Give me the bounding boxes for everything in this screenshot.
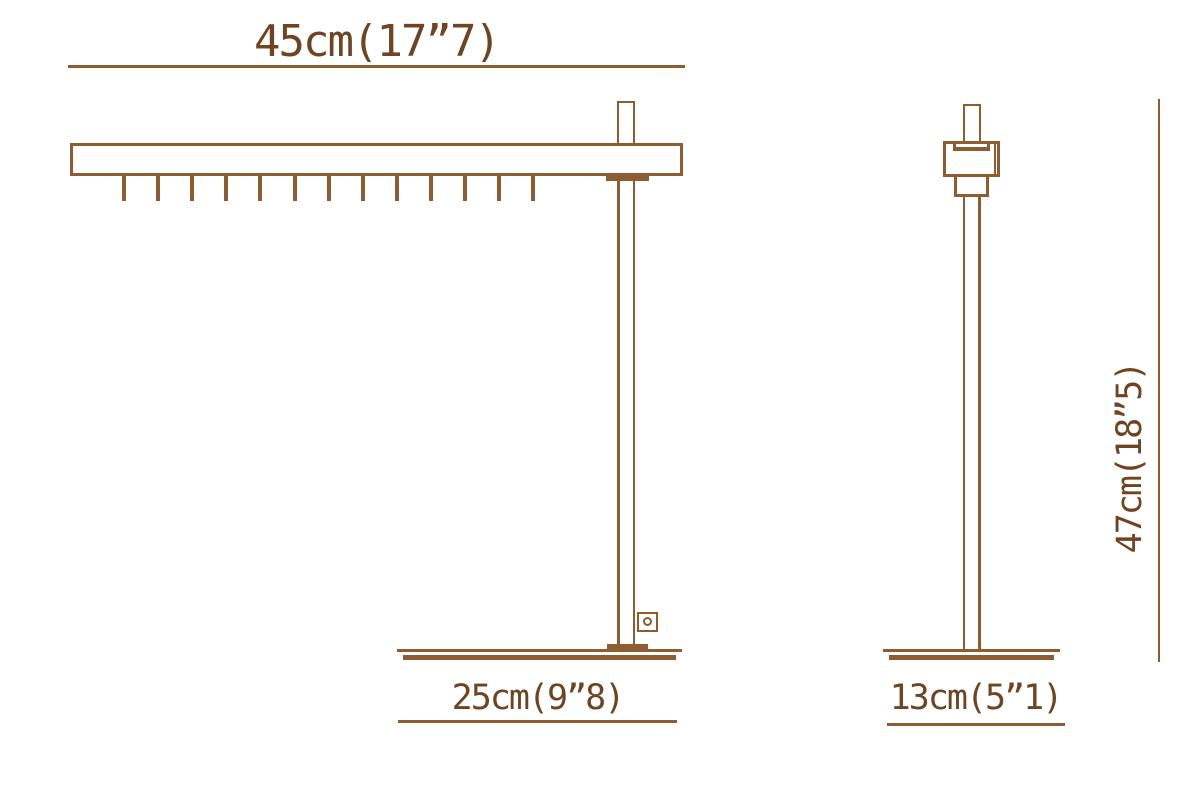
front-lamp-fin: [497, 176, 502, 201]
front-lamp-fin: [463, 176, 467, 201]
side-head-notch-right: [987, 143, 990, 147]
front-pole-bracket: [606, 176, 649, 181]
side-head-inner-edge: [994, 144, 996, 174]
front-base-width-dimension-line: [398, 720, 677, 723]
side-lamp-neck: [954, 177, 989, 197]
height-dimension-label: 47cm(18”5): [1110, 362, 1150, 554]
top-width-dimension-line: [68, 65, 685, 68]
front-lamp-fin: [156, 176, 161, 201]
front-pole-foot: [607, 644, 648, 649]
side-base-top-plate: [883, 649, 1060, 652]
top-width-dimension-label: 45cm(17”7): [254, 16, 501, 67]
side-pole-upper: [963, 104, 981, 144]
side-base-depth-dimension-line: [887, 723, 1065, 726]
side-pole-lower: [963, 197, 981, 650]
front-lamp-fin: [224, 176, 229, 201]
front-lamp-fin: [122, 176, 126, 201]
height-dimension-line: [1158, 99, 1160, 662]
front-lamp-fin: [360, 176, 365, 201]
front-pole-upper: [617, 101, 635, 146]
front-lamp-fin: [292, 176, 297, 201]
side-base-bottom-plate: [889, 655, 1054, 660]
front-lamp-fin: [190, 176, 195, 201]
front-base-width-dimension-label: 25cm(9”8): [451, 678, 626, 718]
front-base-top-plate: [397, 649, 682, 652]
front-lamp-fin: [531, 176, 536, 201]
front-lamp-fin: [258, 176, 263, 201]
front-lamp-fin: [428, 176, 433, 201]
front-lamp-fin: [394, 176, 399, 201]
side-head-notch-left: [953, 143, 956, 147]
side-base-depth-dimension-label: 13cm(5”1): [889, 678, 1064, 718]
front-base-bottom-plate: [403, 655, 676, 660]
side-head-band: [953, 147, 990, 151]
front-switch-button-icon: [643, 617, 652, 626]
front-pole-lower: [617, 176, 635, 648]
front-lamp-fin: [326, 176, 331, 201]
front-lamp-head-bar: [70, 143, 683, 176]
